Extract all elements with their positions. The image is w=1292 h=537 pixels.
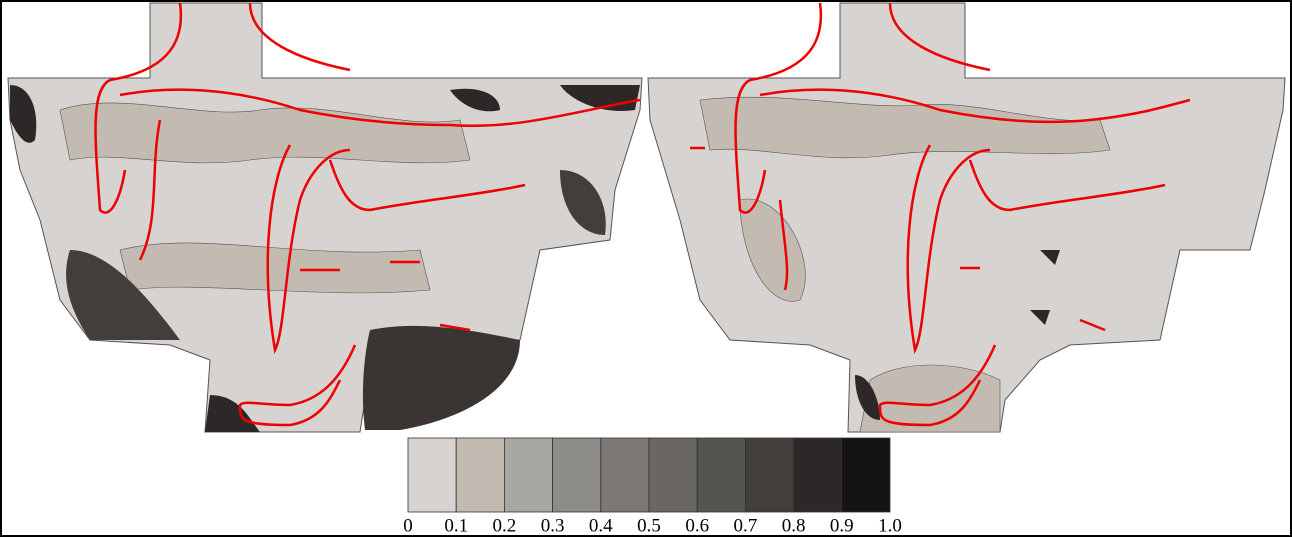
colorbar-band — [552, 437, 602, 513]
colorbar-tick-label: 0.2 — [493, 515, 517, 536]
colorbar-tick-label: 1.0 — [878, 515, 902, 536]
colorbar-tick-label: 0.3 — [541, 515, 565, 536]
left-map — [7, 2, 643, 433]
colorbar-band — [841, 437, 891, 513]
colorbar-tick-label: 0.5 — [637, 515, 661, 536]
colorbar-band — [696, 437, 746, 513]
colorbar-tick-label: 0.6 — [685, 515, 709, 536]
colorbar-tick-label: 0.7 — [734, 515, 758, 536]
dark-zones — [855, 250, 1060, 420]
colorbar-tick-label: 0.1 — [444, 515, 468, 536]
colorbar-tick-label: 0.9 — [830, 515, 854, 536]
colorbar: 0 0.1 0.2 0.3 0.4 0.5 0.6 0.7 0.8 0.9 1.0 — [403, 437, 902, 536]
colorbar-band — [745, 437, 795, 513]
contours — [699, 96, 1111, 433]
colorbar-tick-label: 0 — [403, 515, 413, 536]
colorbar-band — [455, 437, 505, 513]
colorbar-tick-label: 0.4 — [589, 515, 613, 536]
dark-zones — [10, 85, 640, 432]
colorbar-band — [600, 437, 650, 513]
colorbar-band — [407, 437, 457, 513]
colorbar-band — [648, 437, 698, 513]
colorbar-tick-label: 0.8 — [782, 515, 806, 536]
colorbar-band — [503, 437, 553, 513]
colorbar-band — [793, 437, 843, 513]
right-map — [647, 2, 1286, 433]
contours — [59, 102, 471, 294]
red-contours — [690, 2, 1191, 427]
red-contours — [94, 2, 641, 427]
